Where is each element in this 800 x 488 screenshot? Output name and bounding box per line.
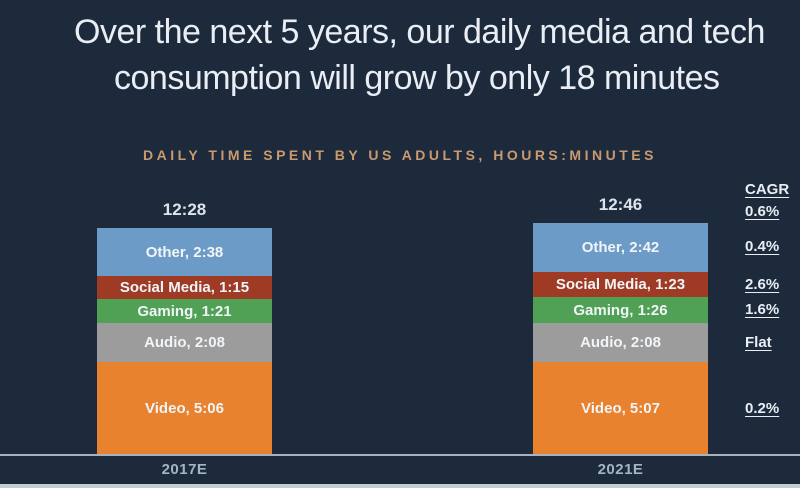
- stacked-bar-2021e: Other, 2:42 Social Media, 1:23 Gaming, 1:2…: [533, 222, 708, 455]
- cagr-value-video: 0.2%: [745, 399, 780, 417]
- chart-title: DAILY TIME SPENT BY US ADULTS, HOURS:MIN…: [143, 147, 657, 163]
- stacked-bar-2017e: Other, 2:38 Social Media, 1:15 Gaming, 1:2…: [97, 228, 272, 455]
- bar-segment-other: Other, 2:42: [533, 222, 708, 272]
- cagr-header: CAGR: [745, 181, 790, 198]
- bar-total-label-2017e: 12:28: [162, 200, 207, 220]
- bar-segment-gaming: Gaming, 1:21: [97, 298, 272, 324]
- bar-total-label-2021e: 12:46: [598, 194, 643, 214]
- bottom-divider: [0, 484, 800, 488]
- slide-title-line1: Over the next 5 years, our daily media a…: [74, 13, 765, 51]
- bar-segment-social-media: Social Media, 1:23: [533, 271, 708, 298]
- cagr-total: 0.6%: [745, 203, 780, 220]
- bar-segment-other: Other, 2:38: [97, 228, 272, 277]
- cagr-value-audio: Flat: [745, 333, 772, 351]
- x-axis-line: [0, 454, 800, 456]
- bar-segment-video: Video, 5:07: [533, 361, 708, 455]
- bar-segment-video: Video, 5:06: [97, 362, 272, 455]
- cagr-value-other: 0.4%: [745, 238, 780, 256]
- cagr-value-gaming: 1.6%: [745, 301, 780, 319]
- bar-segment-social-media: Social Media, 1:15: [97, 276, 272, 299]
- bar-segment-audio: Audio, 2:08: [533, 323, 708, 362]
- slide-title-line2: consumption will grow by only 18 minutes: [114, 59, 720, 97]
- x-axis-label-2017e: 2017E: [161, 461, 208, 478]
- bar-segment-audio: Audio, 2:08: [97, 323, 272, 363]
- x-axis-label-2021e: 2021E: [597, 461, 644, 478]
- bar-segment-gaming: Gaming, 1:26: [533, 297, 708, 324]
- cagr-value-social-media: 2.6%: [745, 275, 780, 293]
